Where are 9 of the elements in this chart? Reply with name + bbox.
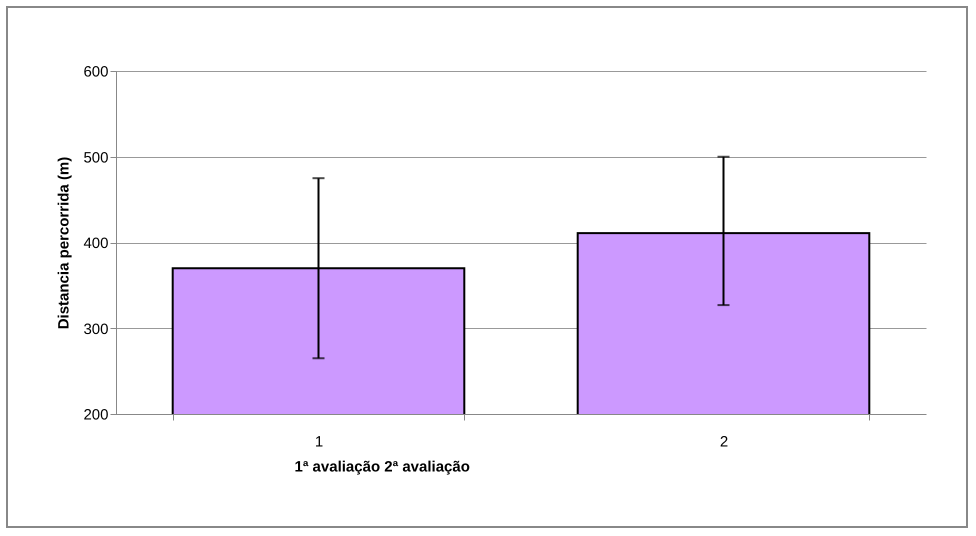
- x-tick-label: 1: [314, 434, 324, 450]
- y-axis-title: Distancia percorrida (m): [55, 156, 72, 330]
- y-tick-label: 300: [83, 320, 108, 338]
- x-tick-label: 2: [720, 434, 728, 450]
- y-tick-label: 500: [83, 149, 108, 166]
- y-tick-label: 400: [83, 235, 108, 252]
- x-axis-title: 1ª avaliação 2ª avaliação: [294, 458, 470, 476]
- y-tick-label: 600: [83, 64, 108, 80]
- y-tick-label: 200: [83, 406, 108, 424]
